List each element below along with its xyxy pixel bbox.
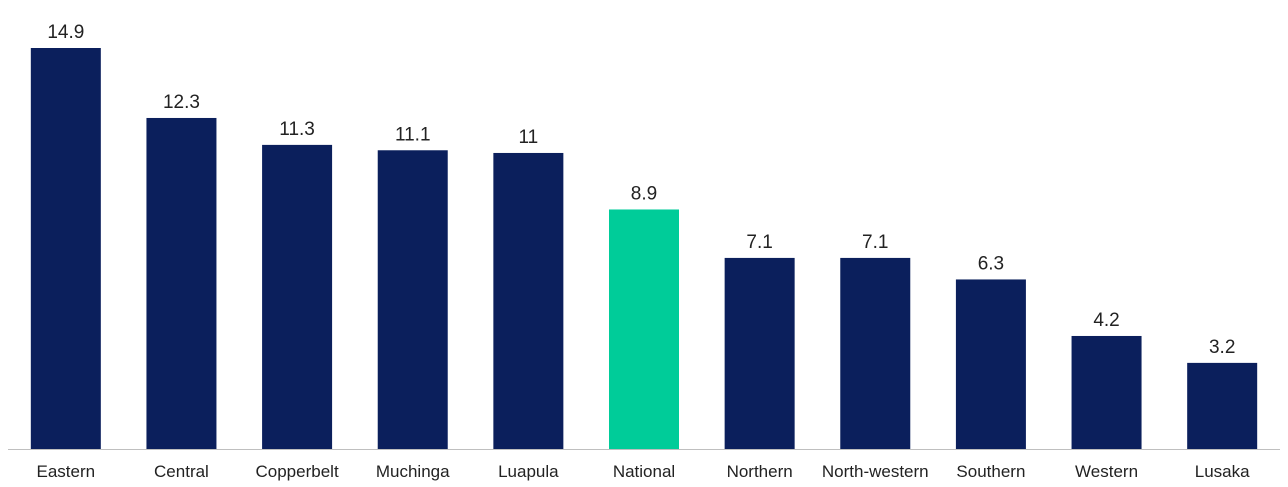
category-label-northern: Northern — [727, 462, 793, 481]
value-label-luapula: 11 — [518, 127, 538, 148]
category-labels-group: Eastern Central Copperbelt Muchinga Luapula N… — [37, 462, 1251, 481]
value-label-eastern: 14.9 — [47, 22, 84, 43]
category-label-north-western: North-western — [822, 462, 929, 481]
category-label-muchinga: Muchinga — [376, 462, 450, 481]
category-label-eastern: Eastern — [37, 462, 96, 481]
category-label-western: Western — [1075, 462, 1138, 481]
value-label-national: 8.9 — [631, 183, 657, 204]
bar-luapula — [493, 152, 564, 449]
value-label-western: 4.2 — [1093, 310, 1119, 331]
bar-north-western — [840, 257, 911, 449]
bar-national — [609, 209, 679, 449]
bar-southern — [955, 279, 1026, 449]
category-label-copperbelt: Copperbelt — [256, 462, 339, 481]
bars-group — [30, 48, 1258, 449]
category-label-luapula: Luapula — [498, 462, 559, 481]
category-label-southern: Southern — [956, 462, 1025, 481]
value-label-northern: 7.1 — [746, 232, 772, 253]
bar-lusaka — [1187, 362, 1258, 449]
value-label-central: 12.3 — [163, 92, 200, 113]
value-label-southern: 6.3 — [978, 253, 1004, 274]
bar-copperbelt — [262, 144, 333, 449]
category-label-national: National — [613, 462, 675, 481]
bar-northern — [724, 257, 795, 449]
category-label-central: Central — [154, 462, 209, 481]
value-label-copperbelt: 11.3 — [279, 119, 315, 140]
bar-central — [146, 117, 217, 449]
value-label-lusaka: 3.2 — [1209, 337, 1235, 358]
value-label-north-western: 7.1 — [862, 232, 888, 253]
bar-eastern — [30, 48, 101, 449]
value-label-muchinga: 11.1 — [395, 124, 431, 145]
bar-western — [1071, 335, 1142, 449]
category-label-lusaka: Lusaka — [1195, 462, 1250, 481]
value-labels-group: 14.9 12.3 11.3 11.1 11 8.9 7.1 7.1 6.3 4.2 3.2 — [47, 22, 1235, 358]
bar-muchinga — [377, 150, 448, 449]
